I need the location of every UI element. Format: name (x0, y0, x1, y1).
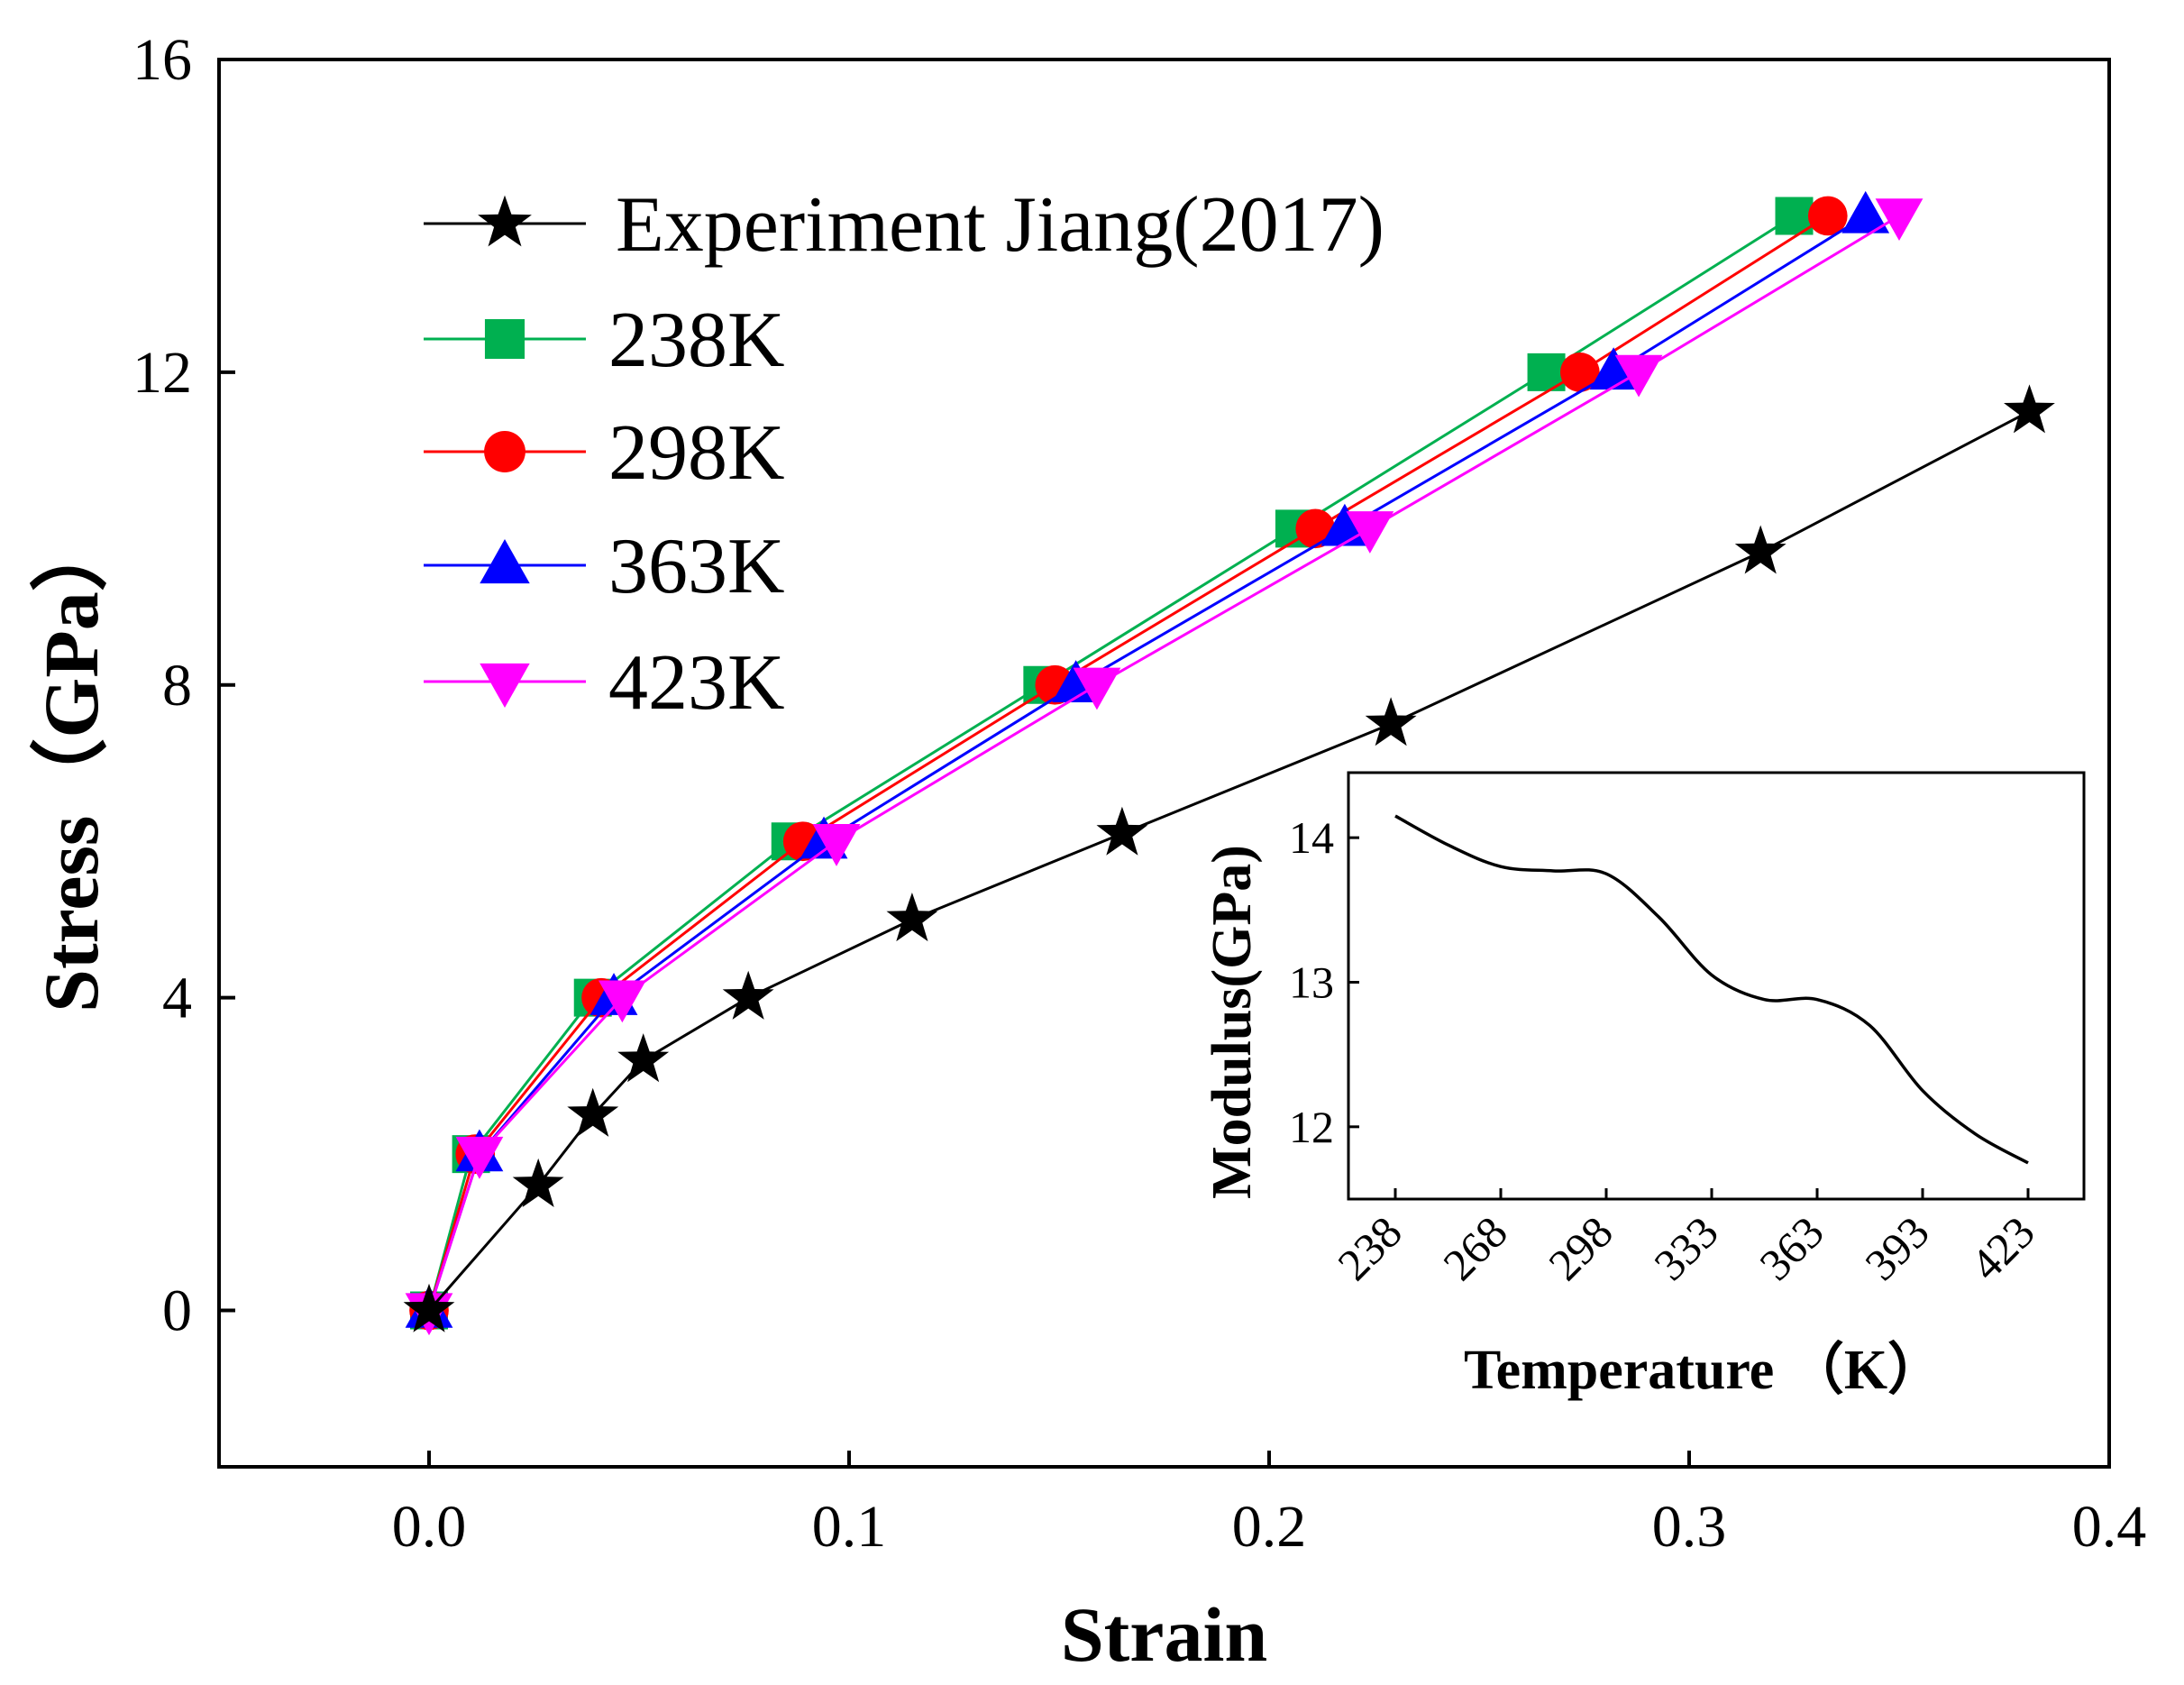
legend-swatch-marker (484, 431, 525, 472)
main-y-ticks: 0 4 8 12 16 (133, 27, 235, 1344)
data-point (1775, 197, 1814, 235)
inset-y-tick-label: 12 (1289, 1102, 1334, 1152)
legend-swatch-marker (484, 318, 525, 360)
inset-plot-frame (1347, 771, 2086, 1201)
legend-label: Experiment Jiang(2017) (616, 181, 1384, 269)
inset-y-axis-title: Modulus(GPa) (1202, 845, 1263, 1199)
data-point (1559, 353, 1600, 392)
legend-swatch-marker (480, 663, 530, 708)
data-point (1807, 196, 1848, 236)
main-series-layer (403, 190, 2055, 1336)
y-tick-label: 12 (133, 340, 192, 406)
x-tick-label: 0.4 (2072, 1494, 2147, 1560)
y-axis-title: Stress（GPa） (28, 514, 114, 1012)
data-point (1346, 511, 1394, 554)
data-point (1841, 190, 1890, 234)
data-point (1875, 198, 1924, 242)
legend-swatch-marker (480, 539, 530, 584)
legend-entry: 423K (424, 639, 785, 727)
main-plot: 0.0 0.1 0.2 0.3 0.4 0 4 8 12 16 Strain Stress（GP… (28, 27, 2146, 1678)
y-tick-label: 0 (162, 1278, 192, 1344)
data-point (886, 893, 938, 942)
legend-entry: Experiment Jiang(2017) (424, 181, 1384, 269)
legend-label: 298K (608, 409, 785, 497)
data-point (812, 824, 861, 866)
data-point (598, 980, 646, 1023)
data-point (403, 1283, 455, 1332)
data-point (1096, 806, 1148, 856)
main-x-ticks: 0.0 0.1 0.2 0.3 0.4 (392, 1451, 2147, 1560)
legend-entry: 298K (424, 409, 785, 497)
main-plot-frame (217, 58, 2111, 1469)
series-line (427, 409, 2031, 1312)
legend-label: 423K (608, 639, 785, 727)
data-point (617, 1033, 670, 1083)
legend-label: 363K (608, 523, 785, 610)
data-point (512, 1158, 564, 1207)
series-line (427, 215, 1900, 1312)
legend-entry: 363K (424, 523, 785, 610)
data-point (1734, 525, 1786, 574)
data-point (722, 970, 774, 1020)
data-point (567, 1087, 619, 1137)
inset-series-layer (1394, 814, 2029, 1165)
series-experiment-jiang-2017- (403, 384, 2055, 1332)
y-tick-label: 4 (162, 966, 192, 1031)
y-tick-label: 16 (133, 27, 192, 93)
series-423k (405, 198, 1924, 1336)
data-point (2004, 384, 2055, 434)
x-tick-label: 0.1 (812, 1494, 887, 1560)
series-line (427, 215, 1796, 1311)
series-line (427, 215, 1829, 1312)
legend-label: 238K (608, 297, 785, 384)
inset-y-tick-label: 14 (1289, 812, 1334, 863)
data-point (1527, 353, 1566, 391)
data-point (1365, 697, 1417, 746)
x-axis-title: Strain (1061, 1591, 1267, 1678)
legend-entry: 238K (424, 297, 785, 384)
data-point (455, 1136, 504, 1179)
data-point (1614, 354, 1663, 398)
inset-background (1348, 773, 2084, 1199)
x-tick-label: 0.0 (392, 1494, 467, 1560)
data-point (1073, 667, 1121, 710)
legend: Experiment Jiang(2017) 238K 298K 363K 423K (424, 181, 1384, 727)
inset-x-axis-title: Temperature （K） (1464, 1338, 1943, 1401)
inset-modulus-curve (1394, 814, 2029, 1165)
y-tick-label: 8 (162, 653, 192, 719)
inset-y-ticks: 12 13 14 (1289, 812, 1359, 1152)
x-tick-label: 0.2 (1232, 1494, 1307, 1560)
x-tick-label: 0.3 (1652, 1494, 1727, 1560)
legend-swatch-marker (478, 195, 532, 247)
inset-y-tick-label: 13 (1289, 957, 1334, 1007)
